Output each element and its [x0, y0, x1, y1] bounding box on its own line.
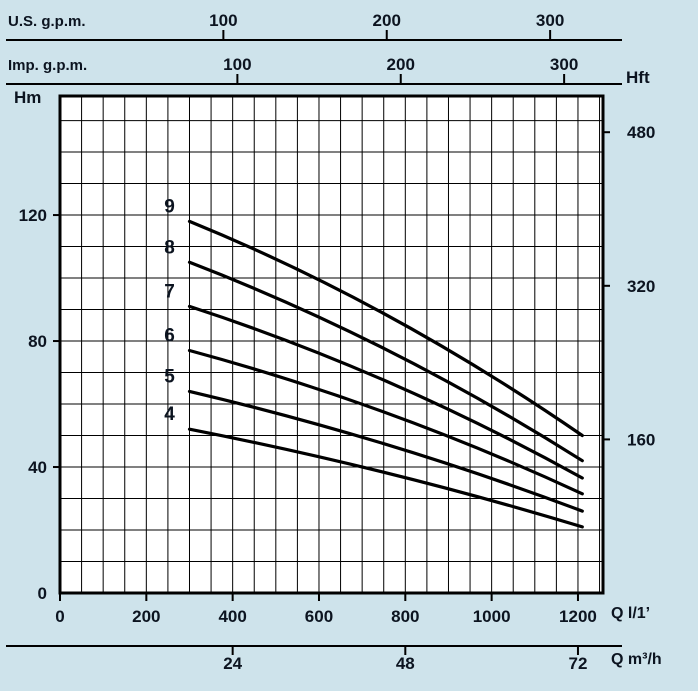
curve-label-4: 4 [164, 404, 175, 425]
x-axis-tick-label: 1000 [473, 607, 511, 626]
m3h-tick-label: 72 [569, 654, 588, 673]
y-left-tick-label: 80 [28, 332, 47, 351]
x-axis-tick-label: 800 [391, 607, 419, 626]
us-gpm-tick-label: 200 [373, 11, 401, 30]
plot-area [60, 96, 603, 593]
curve-6 [187, 348, 584, 496]
y-right-tick-label: 480 [627, 123, 655, 142]
imp-gpm-axis-title: Imp. g.p.m. [8, 57, 88, 74]
q-m3h-axis-title: Q m³/h [611, 651, 662, 668]
x-axis-tick-label: 0 [55, 607, 64, 626]
m3h-tick-label: 24 [223, 654, 242, 673]
plot-border [58, 94, 605, 595]
x-axis-tick-label: 1200 [559, 607, 597, 626]
y-left-tick-label: 40 [28, 458, 47, 477]
hm-axis-title: Hm [14, 88, 42, 107]
curve-label-9: 9 [164, 196, 175, 217]
imp-gpm-tick-label: 200 [387, 55, 415, 74]
hft-axis-title: Hft [626, 68, 650, 87]
x-axis-tick-label: 200 [132, 607, 160, 626]
curve-label-5: 5 [164, 366, 175, 387]
imp-gpm-tick-label: 100 [223, 55, 251, 74]
curve-5 [187, 389, 584, 513]
us-gpm-tick-label: 100 [209, 11, 237, 30]
curve-label-7: 7 [164, 281, 175, 302]
curve-9 [187, 219, 584, 438]
curve-7 [187, 304, 584, 480]
x-axis-tick-label: 400 [218, 607, 246, 626]
y-left-tick-label: 120 [19, 206, 47, 225]
m3h-tick-label: 48 [396, 654, 415, 673]
us-gpm-tick-label: 300 [536, 11, 564, 30]
curve-label-6: 6 [164, 325, 175, 346]
curve-4 [187, 427, 584, 529]
curve-8 [187, 260, 584, 463]
curve-label-8: 8 [164, 237, 175, 258]
x-axis-tick-label: 600 [305, 607, 333, 626]
q-lmin-axis-title: Q l/1’ [611, 605, 651, 622]
y-left-tick-label: 0 [38, 584, 47, 603]
imp-gpm-tick-label: 300 [550, 55, 578, 74]
y-right-tick-label: 320 [627, 277, 655, 296]
y-right-tick-label: 160 [627, 430, 655, 449]
us-gpm-axis-title: U.S. g.p.m. [8, 13, 86, 30]
